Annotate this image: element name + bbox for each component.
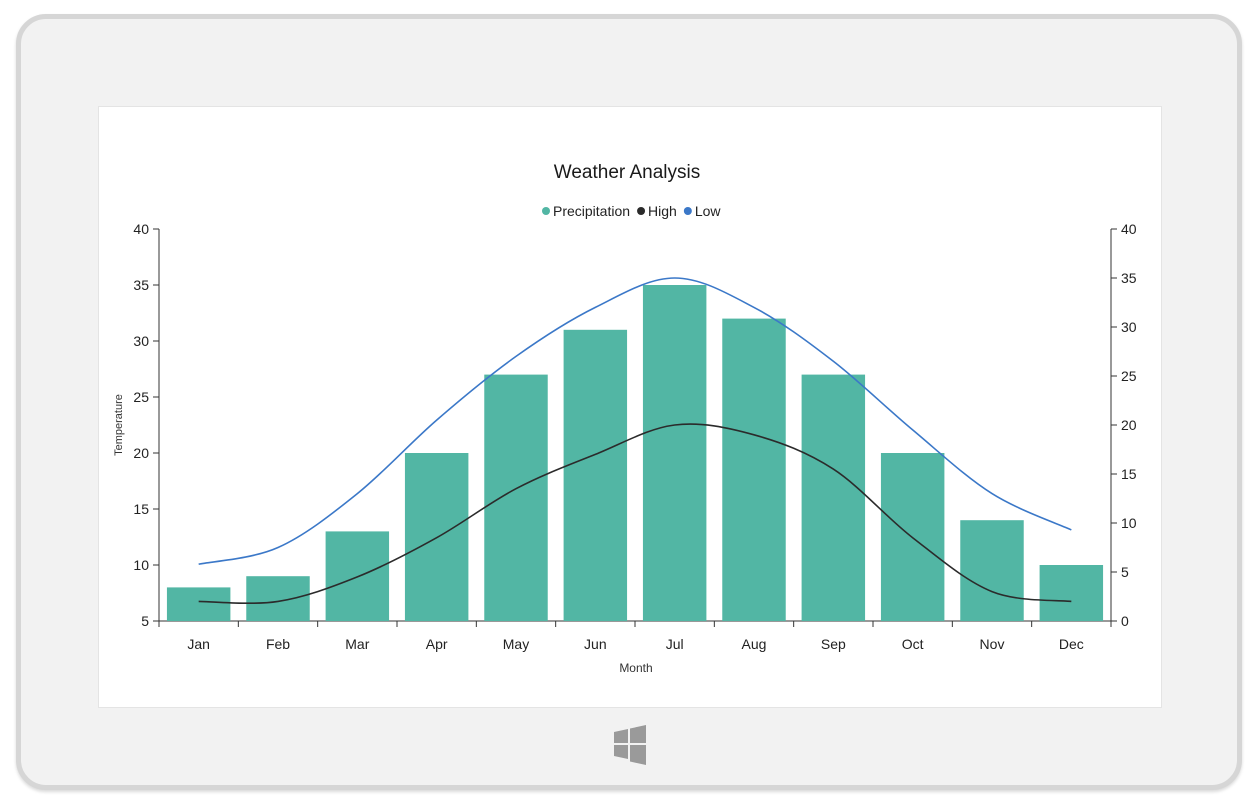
y-left-tick-label: 10 bbox=[133, 557, 149, 573]
x-tick-label: Nov bbox=[980, 636, 1005, 652]
x-tick-label: Sep bbox=[821, 636, 846, 652]
precipitation-bar bbox=[484, 374, 548, 621]
high-series-line bbox=[198, 423, 1072, 605]
y-left-tick-label: 15 bbox=[133, 501, 149, 517]
x-tick-label: Oct bbox=[902, 636, 924, 652]
y-left-tick-label: 25 bbox=[133, 389, 149, 405]
precipitation-bars bbox=[166, 285, 1104, 621]
weather-chart: Weather Analysis Precipitation High Low Te… bbox=[113, 162, 1137, 675]
legend-label: High bbox=[648, 203, 677, 219]
y-right-tick-label: 30 bbox=[1121, 319, 1137, 335]
precipitation-bar bbox=[801, 374, 866, 621]
precipitation-bar bbox=[722, 318, 786, 621]
legend-marker bbox=[683, 207, 692, 215]
y-right-tick-label: 15 bbox=[1121, 466, 1137, 482]
legend-label: Precipitation bbox=[553, 203, 630, 219]
legend-label: Low bbox=[695, 203, 722, 219]
chart-axes: 5 10 15 20 25 30 35 40 0 5 10 15 20 25 30 35 40 Jan Feb Mar… bbox=[133, 221, 1136, 652]
precipitation-bar bbox=[1039, 565, 1104, 621]
y-axis-title: Temperature bbox=[113, 394, 125, 456]
y-left-tick-label: 30 bbox=[133, 333, 149, 349]
y-right-tick-label: 20 bbox=[1121, 417, 1137, 433]
precipitation-bar bbox=[563, 329, 628, 621]
y-left-tick-label: 5 bbox=[141, 613, 149, 629]
x-tick-label: Feb bbox=[266, 636, 290, 652]
y-right-tick-label: 5 bbox=[1121, 564, 1129, 580]
y-left-tick-label: 40 bbox=[133, 221, 149, 237]
chart-title: Weather Analysis bbox=[554, 162, 700, 183]
temperature-lines bbox=[198, 277, 1072, 605]
y-right-tick-label: 25 bbox=[1121, 368, 1137, 384]
legend-marker bbox=[542, 207, 550, 215]
x-tick-label: Jul bbox=[666, 636, 684, 652]
legend-marker bbox=[637, 207, 646, 215]
y-left-tick-label: 35 bbox=[133, 277, 149, 293]
y-right-tick-label: 35 bbox=[1121, 270, 1137, 286]
precipitation-bar bbox=[166, 587, 231, 621]
windows-logo-icon[interactable] bbox=[613, 724, 647, 766]
y-right-tick-label: 10 bbox=[1121, 515, 1137, 531]
chart-panel: Weather Analysis Precipitation High Low Te… bbox=[98, 106, 1162, 708]
chart-legend: Precipitation High Low bbox=[542, 203, 721, 219]
x-tick-label: Jun bbox=[584, 636, 607, 652]
x-tick-label: Jan bbox=[187, 636, 210, 652]
x-axis-title: Month bbox=[619, 661, 652, 675]
y-left-tick-label: 20 bbox=[133, 445, 149, 461]
x-tick-label: Aug bbox=[742, 636, 767, 652]
precipitation-bar bbox=[642, 285, 707, 621]
x-tick-label: Dec bbox=[1059, 636, 1084, 652]
y-right-tick-label: 0 bbox=[1121, 613, 1129, 629]
precipitation-bar bbox=[246, 576, 310, 621]
precipitation-bar bbox=[960, 520, 1024, 621]
x-tick-label: May bbox=[503, 636, 529, 652]
low-series-line bbox=[198, 277, 1072, 565]
y-right-tick-label: 40 bbox=[1121, 221, 1137, 237]
x-tick-label: Mar bbox=[345, 636, 369, 652]
x-tick-label: Apr bbox=[426, 636, 448, 652]
